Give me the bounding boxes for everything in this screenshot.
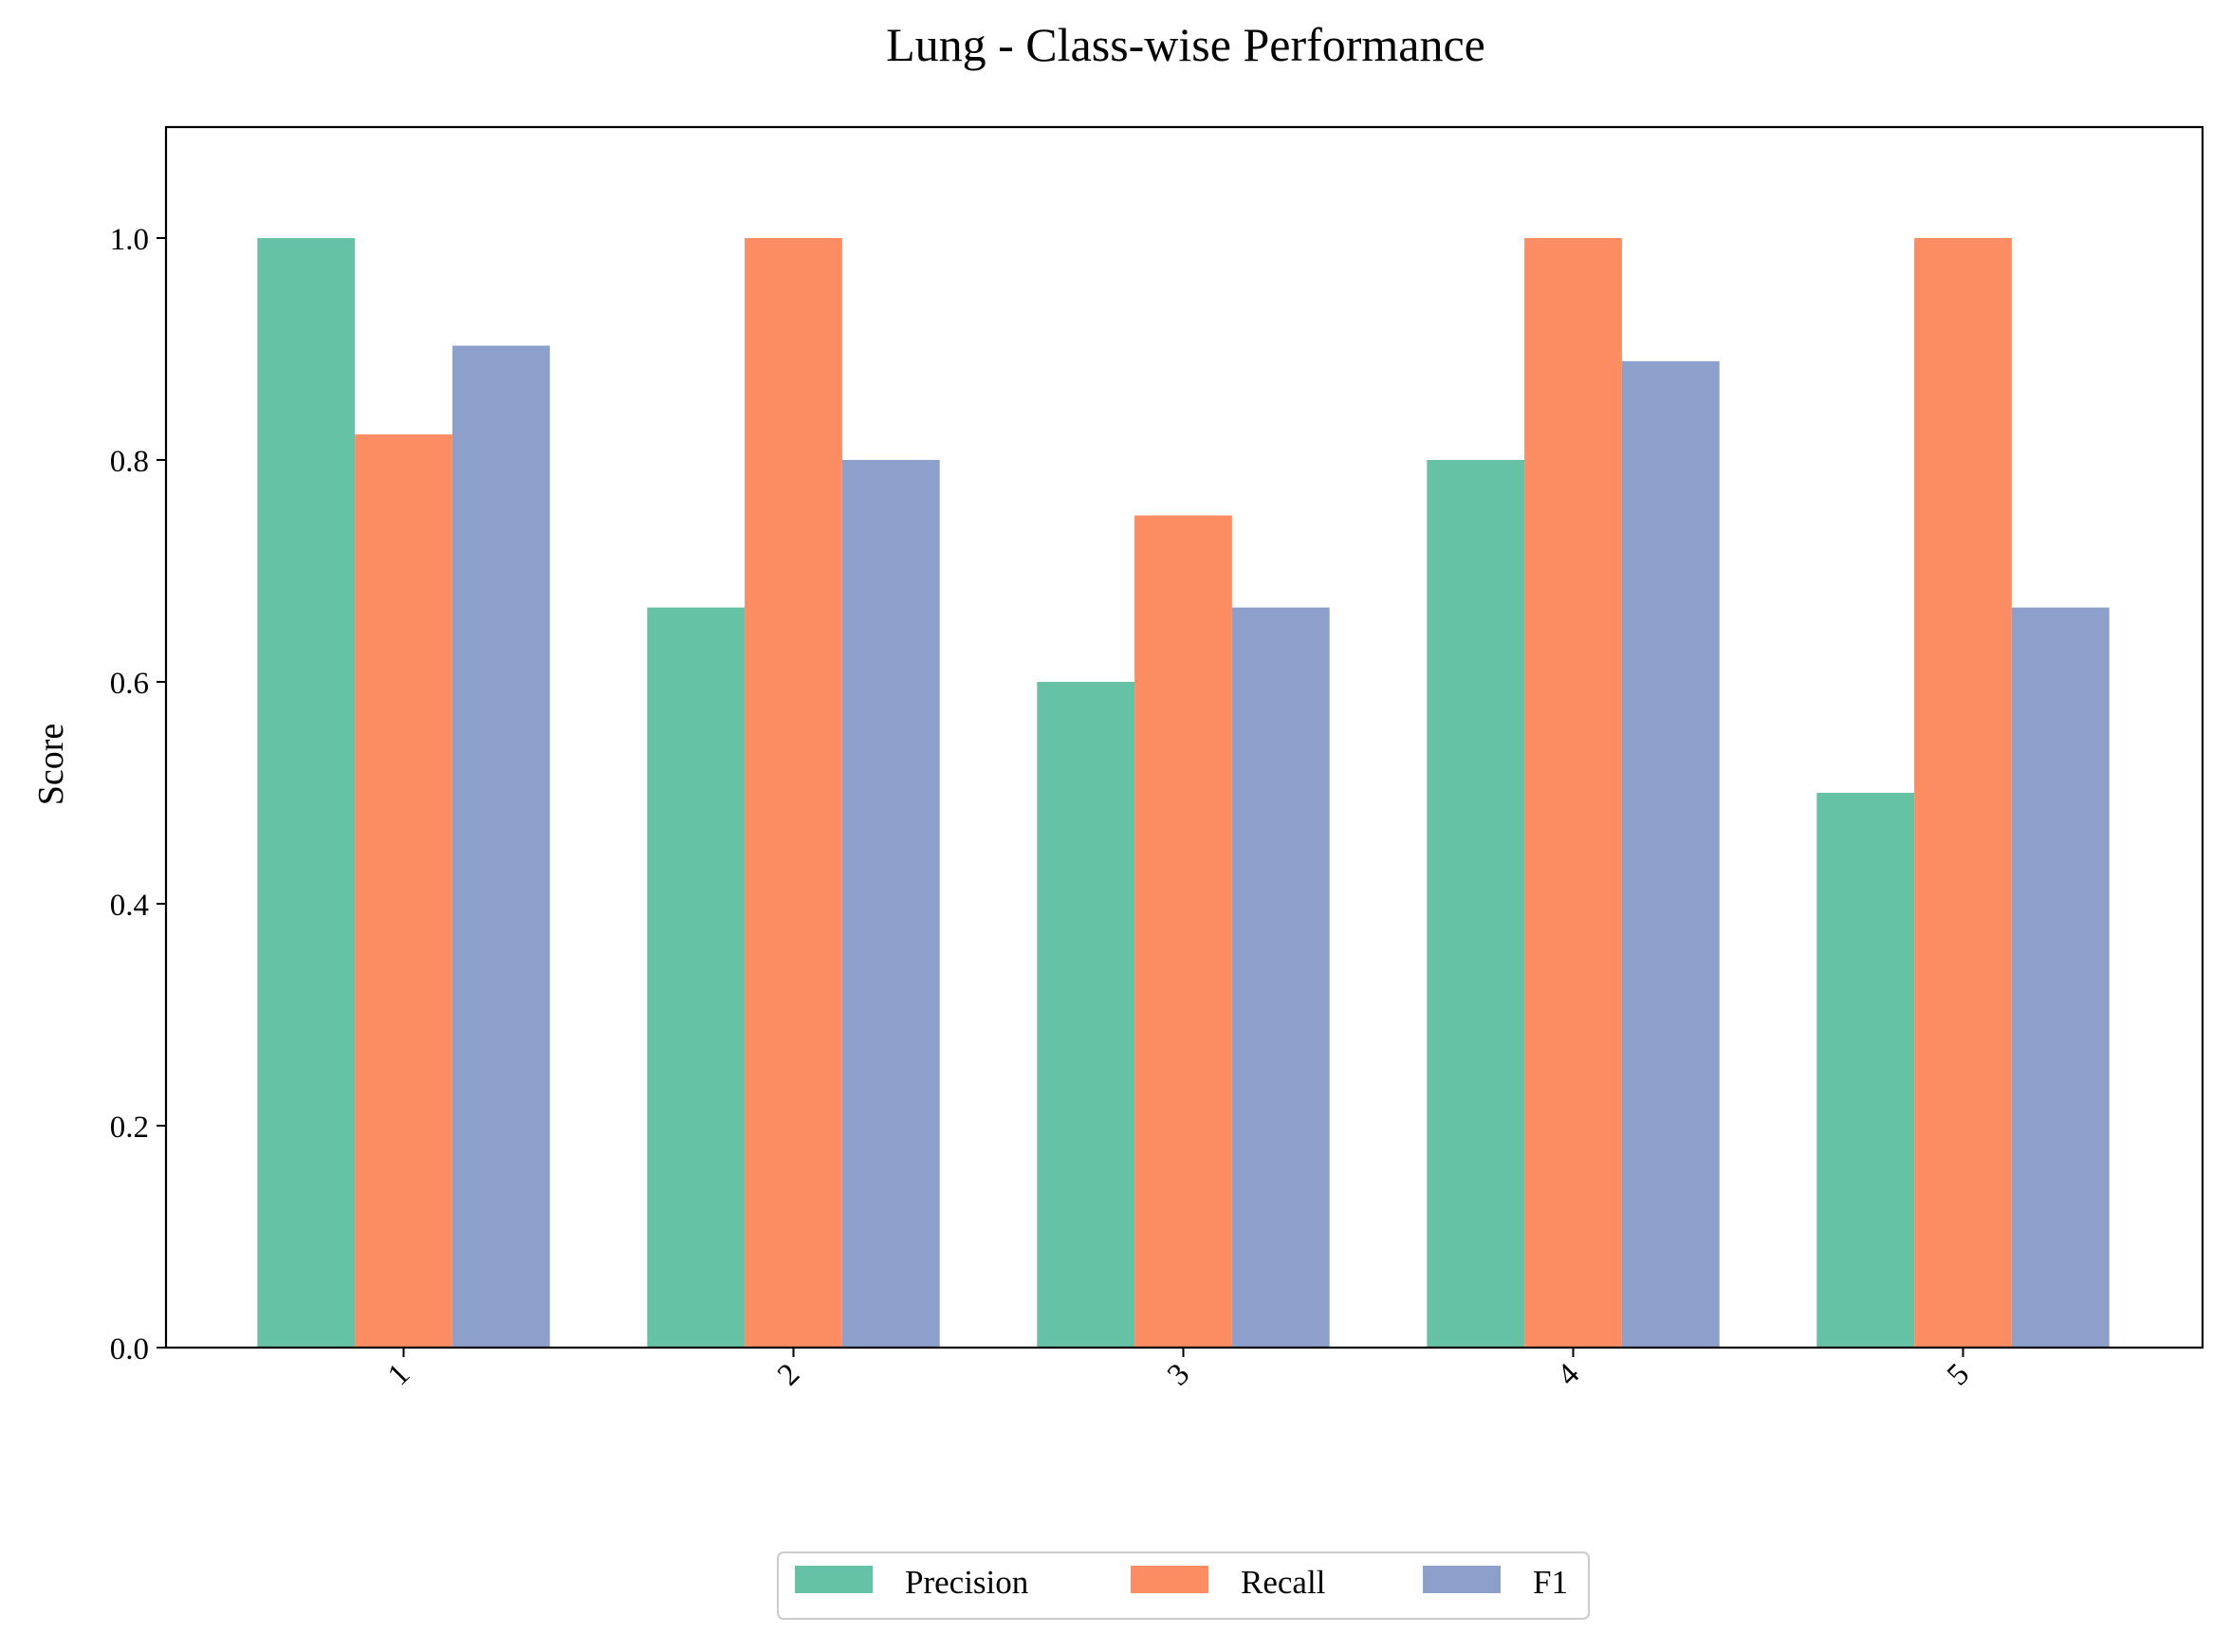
y-tick-label: 1.0 bbox=[110, 223, 149, 257]
bar-precision-3 bbox=[1037, 682, 1135, 1348]
y-tick-label: 0.8 bbox=[110, 445, 149, 479]
y-tick-label: 0.4 bbox=[110, 889, 149, 923]
x-tick-label: 4 bbox=[1551, 1357, 1586, 1392]
bar-f1-1 bbox=[452, 345, 550, 1348]
bar-recall-3 bbox=[1134, 515, 1232, 1348]
legend-swatch-f1 bbox=[1423, 1566, 1501, 1593]
bar-f1-4 bbox=[1621, 360, 1720, 1348]
y-axis-label: Score bbox=[31, 724, 71, 806]
bar-recall-4 bbox=[1524, 238, 1622, 1348]
bar-recall-2 bbox=[745, 238, 842, 1348]
bar-f1-3 bbox=[1231, 607, 1330, 1348]
bar-recall-1 bbox=[355, 434, 452, 1349]
bar-precision-5 bbox=[1816, 793, 1915, 1348]
y-tick-label: 0.0 bbox=[110, 1332, 149, 1367]
bar-precision-1 bbox=[257, 238, 356, 1348]
chart-title: Lung - Class-wise Performance bbox=[886, 18, 1485, 71]
bar-precision-2 bbox=[647, 607, 746, 1348]
y-tick-label: 0.2 bbox=[110, 1111, 149, 1145]
x-tick-label: 2 bbox=[771, 1357, 806, 1392]
legend-label-precision: Precision bbox=[905, 1564, 1028, 1601]
bar-recall-5 bbox=[1914, 238, 2012, 1348]
legend-swatch-recall bbox=[1131, 1566, 1208, 1593]
x-tick-label: 1 bbox=[381, 1357, 416, 1392]
bars-layer bbox=[257, 238, 2110, 1349]
legend-swatch-precision bbox=[795, 1566, 873, 1593]
bar-precision-4 bbox=[1427, 460, 1525, 1348]
legend-label-f1: F1 bbox=[1533, 1564, 1568, 1601]
y-tick-label: 0.6 bbox=[110, 667, 149, 701]
x-tick-label: 3 bbox=[1161, 1357, 1196, 1392]
legend-label-recall: Recall bbox=[1241, 1564, 1326, 1601]
bar-f1-5 bbox=[2011, 607, 2110, 1348]
legend: Precision Recall F1 bbox=[777, 1551, 1590, 1620]
bar-f1-2 bbox=[841, 460, 940, 1348]
x-tick-label: 5 bbox=[1941, 1357, 1976, 1392]
